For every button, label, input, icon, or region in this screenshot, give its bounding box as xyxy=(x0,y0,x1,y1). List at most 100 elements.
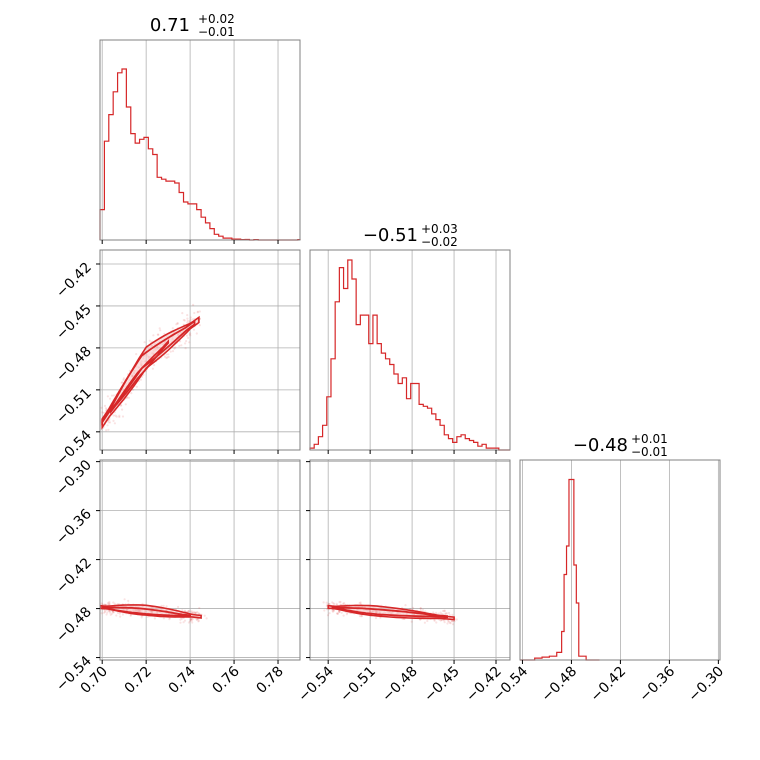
sample-point xyxy=(338,610,341,614)
sample-point xyxy=(100,602,103,605)
sample-point xyxy=(180,344,183,347)
sample-point xyxy=(447,619,450,622)
sample-point xyxy=(423,621,426,624)
sample-point xyxy=(121,415,125,418)
panel-p2-vs-p1 xyxy=(100,303,201,432)
sample-point xyxy=(374,617,378,620)
sample-point xyxy=(121,381,124,384)
panel-p3-vs-p2 xyxy=(322,600,458,626)
sample-point xyxy=(445,612,449,615)
sample-point xyxy=(195,332,198,335)
sample-point xyxy=(455,618,458,621)
sample-point xyxy=(148,339,151,342)
sample-point xyxy=(189,318,192,321)
contour-level-2 xyxy=(331,606,448,619)
sample-point xyxy=(442,619,445,622)
title-p2-sup: +0.03 xyxy=(421,222,458,236)
sample-point xyxy=(183,619,187,622)
sample-point xyxy=(453,620,456,623)
sample-point xyxy=(186,319,189,322)
axes-frame-h1 xyxy=(99,39,301,241)
sample-point xyxy=(443,610,446,613)
sample-point xyxy=(192,611,195,615)
sample-point xyxy=(167,353,170,356)
sample-point xyxy=(183,609,186,612)
sample-point xyxy=(103,609,106,612)
sample-point xyxy=(190,618,193,621)
sample-point xyxy=(421,608,424,611)
sample-point xyxy=(192,610,195,614)
sample-point xyxy=(196,311,199,314)
title-p1-main: 0.71 xyxy=(150,15,190,36)
sample-point xyxy=(174,346,177,349)
sample-point xyxy=(104,407,107,410)
sample-point xyxy=(116,611,119,615)
sample-point xyxy=(448,621,451,624)
sample-point xyxy=(103,404,107,407)
sample-point xyxy=(180,617,183,620)
x-tick-label: −0.48 xyxy=(539,664,581,706)
sample-point xyxy=(449,622,452,625)
title-p1-sup: +0.02 xyxy=(198,12,235,26)
sample-point xyxy=(113,602,116,605)
sample-point xyxy=(435,621,438,624)
y-tick-label: −0.48 xyxy=(53,604,95,646)
axes-frame-h3 xyxy=(519,459,721,661)
sample-point xyxy=(157,333,160,336)
sample-point xyxy=(132,388,135,391)
sample-point xyxy=(339,600,342,604)
sample-point xyxy=(124,403,127,406)
y-tick-label: −0.48 xyxy=(53,343,95,385)
x-tick-label: 0.76 xyxy=(210,663,243,696)
sample-point xyxy=(163,332,166,335)
sample-point xyxy=(336,612,340,615)
x-tick-label: −0.48 xyxy=(379,664,421,706)
sample-point xyxy=(171,350,175,353)
sample-point xyxy=(338,610,341,614)
sample-point xyxy=(189,618,192,621)
sample-point xyxy=(108,602,111,605)
sample-point xyxy=(103,611,106,614)
sample-point xyxy=(115,614,118,617)
sample-point xyxy=(379,616,382,619)
sample-point xyxy=(404,604,407,607)
title-p3-main: −0.48 xyxy=(573,435,628,456)
sample-point xyxy=(108,610,111,613)
sample-point xyxy=(186,314,189,317)
sample-point xyxy=(186,321,189,324)
sample-point xyxy=(102,411,105,414)
sample-point xyxy=(169,350,172,353)
sample-point xyxy=(167,355,170,358)
sample-point xyxy=(189,610,192,613)
sample-point xyxy=(121,408,124,411)
sample-point xyxy=(179,340,182,343)
contour-level-2 xyxy=(101,606,191,618)
x-tick-label: 0.72 xyxy=(122,664,155,697)
sample-point xyxy=(345,613,348,616)
sample-point xyxy=(182,621,185,624)
sample-point xyxy=(197,619,200,622)
title-p2-sub: −0.02 xyxy=(421,235,458,249)
sample-point xyxy=(162,604,165,608)
sample-point xyxy=(122,377,125,380)
sample-point xyxy=(358,602,361,605)
sample-point xyxy=(173,347,176,350)
sample-point xyxy=(196,610,199,614)
axes-frames xyxy=(99,39,721,661)
sample-point xyxy=(195,618,198,621)
sample-point xyxy=(198,310,201,313)
sample-point xyxy=(130,392,133,395)
sample-point xyxy=(327,603,330,606)
sample-point xyxy=(171,327,174,330)
sample-point xyxy=(162,617,165,620)
sample-point xyxy=(159,329,162,332)
title-p2: −0.51 +0.03 −0.02 xyxy=(363,222,458,249)
sample-point xyxy=(444,613,447,616)
sample-point xyxy=(139,378,142,381)
sample-point xyxy=(419,609,422,612)
sample-point xyxy=(325,604,328,608)
sample-point xyxy=(358,615,362,618)
sample-point xyxy=(443,621,446,624)
sample-point xyxy=(328,612,331,615)
